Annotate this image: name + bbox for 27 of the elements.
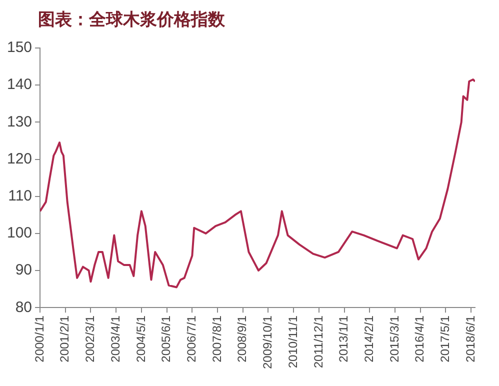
y-tick-label: 100 — [6, 224, 32, 242]
x-tick-label: 2008/9/1 — [235, 315, 250, 362]
x-tick-label: 2003/4/1 — [108, 315, 122, 362]
x-tick-label: 2001/2/1 — [58, 315, 72, 362]
y-tick-label: 130 — [6, 113, 32, 130]
x-tick-label: 2014/2/1 — [362, 315, 376, 362]
y-tick-label: 80 — [15, 298, 32, 316]
x-tick-label: 2011/12/1 — [311, 315, 326, 368]
x-tick-label: 2000/1/1 — [32, 315, 46, 362]
y-tick-label: 90 — [15, 262, 32, 279]
y-tick-label: 120 — [6, 150, 32, 168]
chart-title: 图表：全球木浆价格指数 — [38, 9, 225, 31]
y-tick-label: 150 — [6, 39, 32, 56]
y-tick-label: 110 — [8, 187, 32, 204]
x-tick-label: 2005/6/1 — [159, 315, 174, 362]
x-tick-label: 2016/4/1 — [412, 315, 427, 362]
x-tick-label: 2017/5/1 — [438, 315, 452, 362]
x-tick-label: 2013/1/1 — [336, 315, 351, 362]
x-tick-label: 2009/10/1 — [260, 315, 275, 370]
x-tick-label: 2015/3/1 — [387, 315, 402, 362]
x-tick-label: 2018/6/1 — [463, 315, 478, 362]
x-tick-label: 2006/7/1 — [184, 315, 198, 362]
x-tick-label: 2004/5/1 — [134, 315, 148, 362]
x-tick-label: 2010/11/1 — [286, 315, 300, 368]
x-tick-label: 2002/3/1 — [83, 315, 98, 362]
x-tick-label: 2007/8/1 — [210, 315, 224, 362]
y-tick-label: 140 — [6, 76, 32, 94]
